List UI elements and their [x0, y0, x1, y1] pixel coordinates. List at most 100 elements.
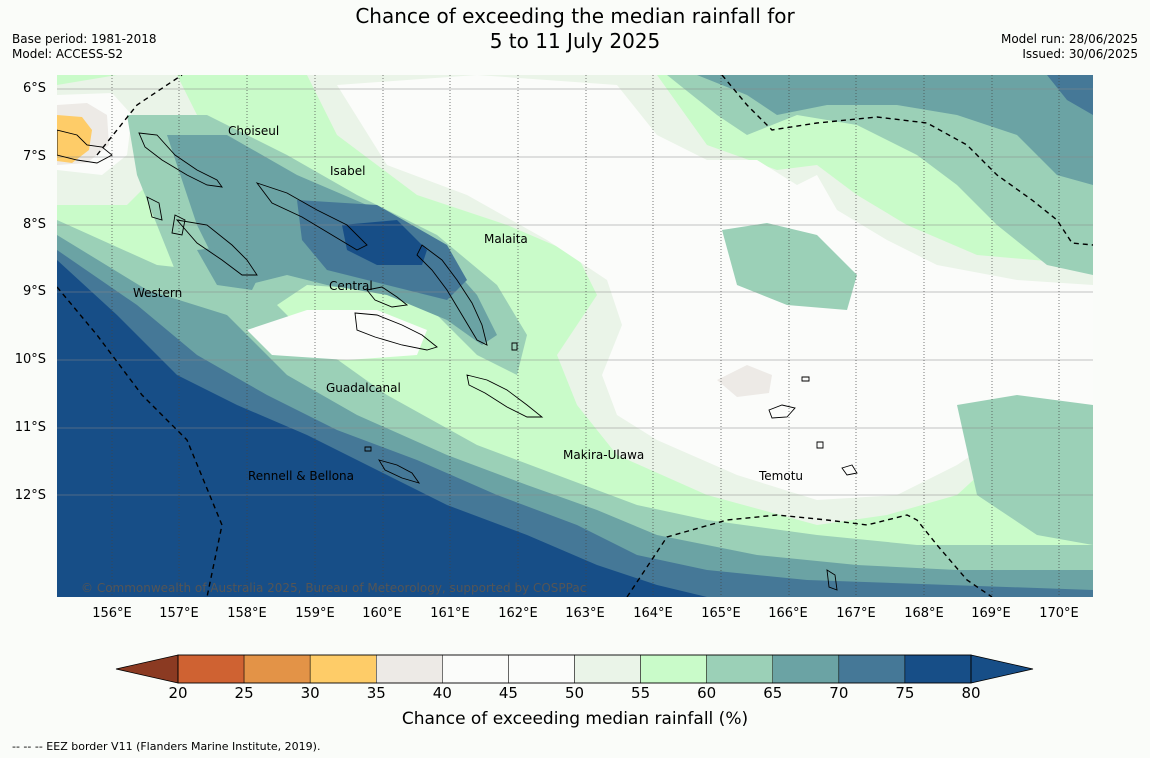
island-malaita — [416, 244, 488, 346]
eez-footnote: -- -- -- EEZ border V11 (Flanders Marine… — [12, 740, 321, 753]
island-choiseul — [138, 132, 223, 188]
title-line-1: Chance of exceeding the median rainfall … — [355, 4, 795, 28]
region-label-central: Central — [329, 279, 373, 293]
eez-borders — [57, 75, 1093, 597]
region-label-choiseul: Choiseul — [228, 124, 280, 138]
lat-label-9s: 9°S — [22, 284, 46, 299]
island-anuta — [826, 569, 838, 591]
colorbar-tick-label: 80 — [961, 684, 981, 702]
colorbar-cell — [508, 654, 575, 684]
island-vanikoro — [841, 464, 858, 476]
lon-label-163e: 163°E — [565, 606, 605, 621]
chart-title: Chance of exceeding the median rainfall … — [0, 4, 1150, 54]
island-santa-cruz — [768, 404, 796, 419]
colorbar-tick-label: 60 — [697, 684, 717, 702]
island-bougainville-tip — [57, 129, 113, 164]
colorbar-cell — [177, 654, 245, 684]
copyright-notice: © Commonwealth of Australia 2025, Bureau… — [81, 581, 587, 595]
colorbar — [115, 654, 1034, 684]
region-label-guadalcanal: Guadalcanal — [326, 381, 401, 395]
lon-label-164e: 164°E — [633, 606, 673, 621]
island-new-georgia — [175, 219, 258, 276]
contour-75-80-east — [1047, 75, 1093, 115]
region-label-makira-ulawa: Makira-Ulawa — [563, 448, 645, 462]
lat-label-6s: 6°S — [22, 81, 46, 96]
island-bellona — [364, 446, 372, 452]
meta-left: Base period: 1981-2018 Model: ACCESS-S2 — [12, 32, 157, 62]
region-label-temotu: Temotu — [759, 469, 804, 483]
colorbar-tick-label: 40 — [432, 684, 452, 702]
lon-label-159e: 159°E — [295, 606, 335, 621]
contour-guadalcanal-white — [247, 310, 427, 360]
colorbar-tick-label: 45 — [498, 684, 518, 702]
lon-label-168e: 168°E — [904, 606, 944, 621]
contour-40-45 — [717, 365, 772, 397]
colorbar-low-extension — [115, 654, 179, 684]
colorbar-tick-label: 25 — [234, 684, 254, 702]
colorbar-cell — [442, 654, 509, 684]
meta-right: Model run: 28/06/2025 Issued: 30/06/2025 — [1001, 32, 1138, 62]
lon-label-161e: 161°E — [430, 606, 470, 621]
eez-border-northeast — [721, 75, 1093, 246]
region-label-western: Western — [133, 286, 183, 300]
lat-label-7s: 7°S — [22, 149, 46, 164]
contour-65-70-mid — [722, 223, 857, 310]
contour-west-island-blue — [197, 245, 262, 290]
lon-label-157e: 157°E — [159, 606, 199, 621]
region-label-isabel: Isabel — [330, 164, 366, 178]
region-label-malaita: Malaita — [484, 232, 528, 246]
contour-45-55 — [337, 75, 1093, 500]
contour-35-40 — [57, 115, 92, 163]
meridian-lines — [111, 75, 1060, 597]
colorbar-label: Chance of exceeding median rainfall (%) — [401, 709, 749, 729]
lat-label-8s: 8°S — [22, 217, 46, 232]
colorbar-tick-label: 30 — [300, 684, 320, 702]
lat-label-12s: 12°S — [14, 488, 46, 503]
contour-80-plus-central — [342, 220, 427, 265]
colorbar-tick-label: 20 — [168, 684, 188, 702]
model-run: Model run: 28/06/2025 — [1000, 32, 1138, 46]
island-reef — [801, 376, 810, 382]
colorbar-tick-label: 50 — [564, 684, 585, 702]
lon-label-158e: 158°E — [227, 606, 267, 621]
colorbar-cell — [574, 654, 641, 684]
lon-label-156e: 156°E — [92, 606, 132, 621]
colorbar-cell — [309, 654, 377, 684]
colorbar-cell — [706, 654, 774, 684]
lon-label-162e: 162°E — [498, 606, 538, 621]
colorbar-cell — [640, 654, 707, 684]
lon-label-166e: 166°E — [768, 606, 808, 621]
map-panel — [57, 75, 1093, 597]
title-line-2: 5 to 11 July 2025 — [489, 29, 661, 53]
base-period: Base period: 1981-2018 — [12, 32, 157, 46]
island-tikopia — [816, 441, 824, 449]
colorbar-tick-label: 65 — [763, 684, 783, 702]
colorbar-tick-label: 55 — [631, 684, 651, 702]
colorbar-cell — [772, 654, 840, 684]
colorbar-cell — [838, 654, 906, 684]
model-name: Model: ACCESS-S2 — [12, 47, 124, 61]
colorbar-high-extension — [970, 654, 1034, 684]
issued-date: Issued: 30/06/2025 — [1022, 47, 1138, 61]
lon-label-167e: 167°E — [836, 606, 876, 621]
island-guadalcanal — [354, 312, 438, 351]
contour-80-plus-south — [57, 260, 707, 597]
lon-label-160e: 160°E — [362, 606, 402, 621]
region-label-rennell-bellona: Rennell & Bellona — [248, 469, 355, 483]
colorbar-cell — [243, 654, 311, 684]
lat-label-11s: 11°S — [14, 420, 46, 435]
lon-label-170e: 170°E — [1039, 606, 1079, 621]
colorbar-tick-label: 75 — [895, 684, 915, 702]
coastlines — [57, 129, 858, 591]
colorbar-cell — [376, 654, 443, 684]
colorbar-cell — [904, 654, 972, 684]
island-makira — [466, 374, 544, 418]
colorbar-tick-label: 35 — [366, 684, 386, 702]
island-ulawa — [511, 342, 518, 351]
island-vella — [171, 214, 186, 236]
contour-70-75-east — [697, 75, 1093, 185]
colorbar-outline — [177, 654, 972, 684]
lat-label-10s: 10°S — [14, 352, 46, 367]
contour-65-70-east — [667, 75, 1093, 275]
island-rennell — [378, 459, 421, 484]
